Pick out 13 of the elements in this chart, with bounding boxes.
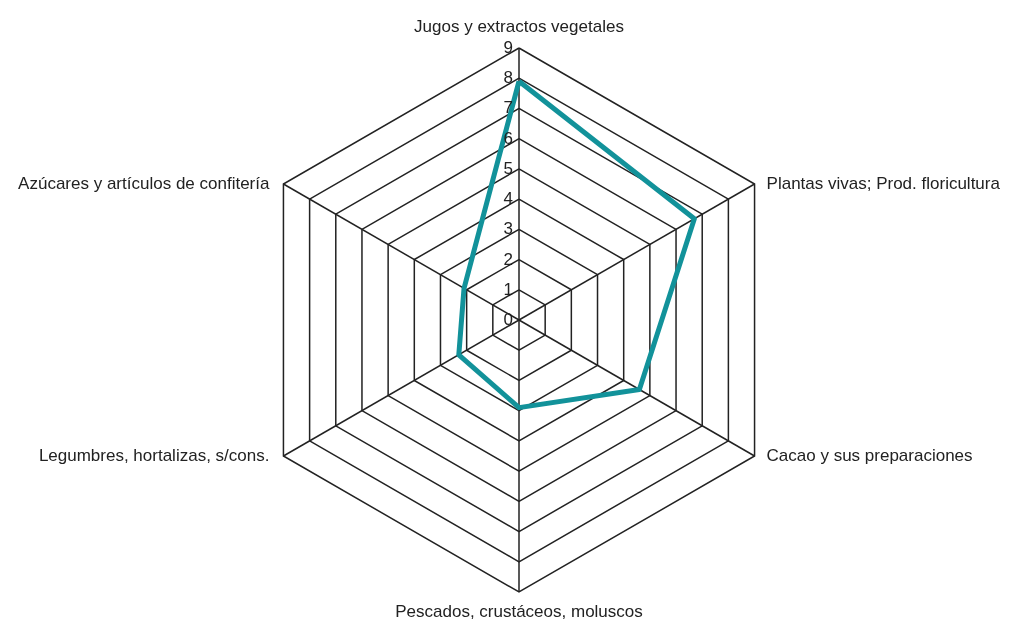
y-tick-label: 2 (503, 249, 513, 269)
spoke-label: Cacao y sus preparaciones (766, 446, 973, 465)
y-tick-label: 5 (503, 158, 513, 178)
spoke-label: Plantas vivas; Prod. floricultura (766, 174, 1001, 193)
spoke-label: Legumbres, hortalizas, s/cons. (38, 446, 270, 465)
spoke-label: Azúcares y artículos de confitería (18, 174, 270, 193)
y-tick-label: 4 (503, 189, 513, 209)
y-tick-label: 8 (503, 68, 513, 88)
spoke-label: Pescados, crustáceos, moluscos (395, 602, 643, 621)
y-tick-label: 3 (503, 219, 513, 239)
y-tick-label: 1 (503, 279, 513, 299)
y-tick-label: 9 (503, 38, 513, 57)
spoke-label: Jugos y extractos vegetales (414, 17, 624, 36)
